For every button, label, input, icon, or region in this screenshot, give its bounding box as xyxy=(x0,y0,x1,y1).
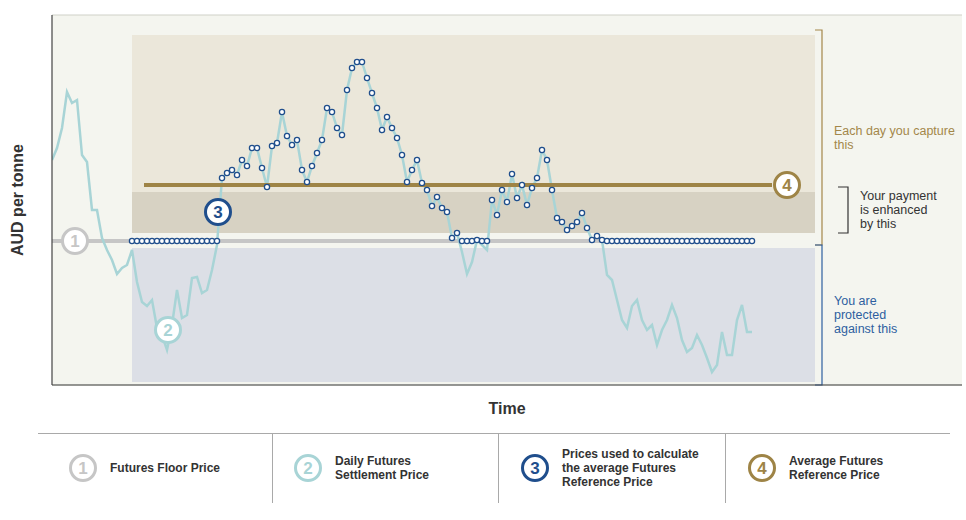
svg-text:Your paymentis enhancedby this: Your paymentis enhancedby this xyxy=(860,189,937,231)
svg-text:Time: Time xyxy=(488,400,525,417)
svg-text:You areprotectedagainst this: You areprotectedagainst this xyxy=(834,294,897,336)
html-text:Prices used to calculate the a: Prices used to calculate the average Fut… xyxy=(562,447,699,489)
svg-text:Each day you capturethis: Each day you capturethis xyxy=(834,124,955,152)
svg-text:4: 4 xyxy=(757,459,767,478)
svg-text:3: 3 xyxy=(213,203,222,222)
svg-text:2: 2 xyxy=(303,459,312,478)
svg-text:3: 3 xyxy=(530,459,539,478)
svg-text:1: 1 xyxy=(70,232,79,251)
svg-text:1: 1 xyxy=(78,459,87,478)
html-text:Futures Floor Price: Futures Floor Price xyxy=(110,461,220,475)
svg-text:4: 4 xyxy=(782,176,792,195)
html-text:Average Futures Reference Pric: Average Futures Reference Price xyxy=(789,454,884,482)
svg-text:2: 2 xyxy=(163,321,172,340)
html-text:Daily Futures Settlement Price: Daily Futures Settlement Price xyxy=(335,454,429,482)
svg-text:AUD per tonne: AUD per tonne xyxy=(9,144,26,256)
